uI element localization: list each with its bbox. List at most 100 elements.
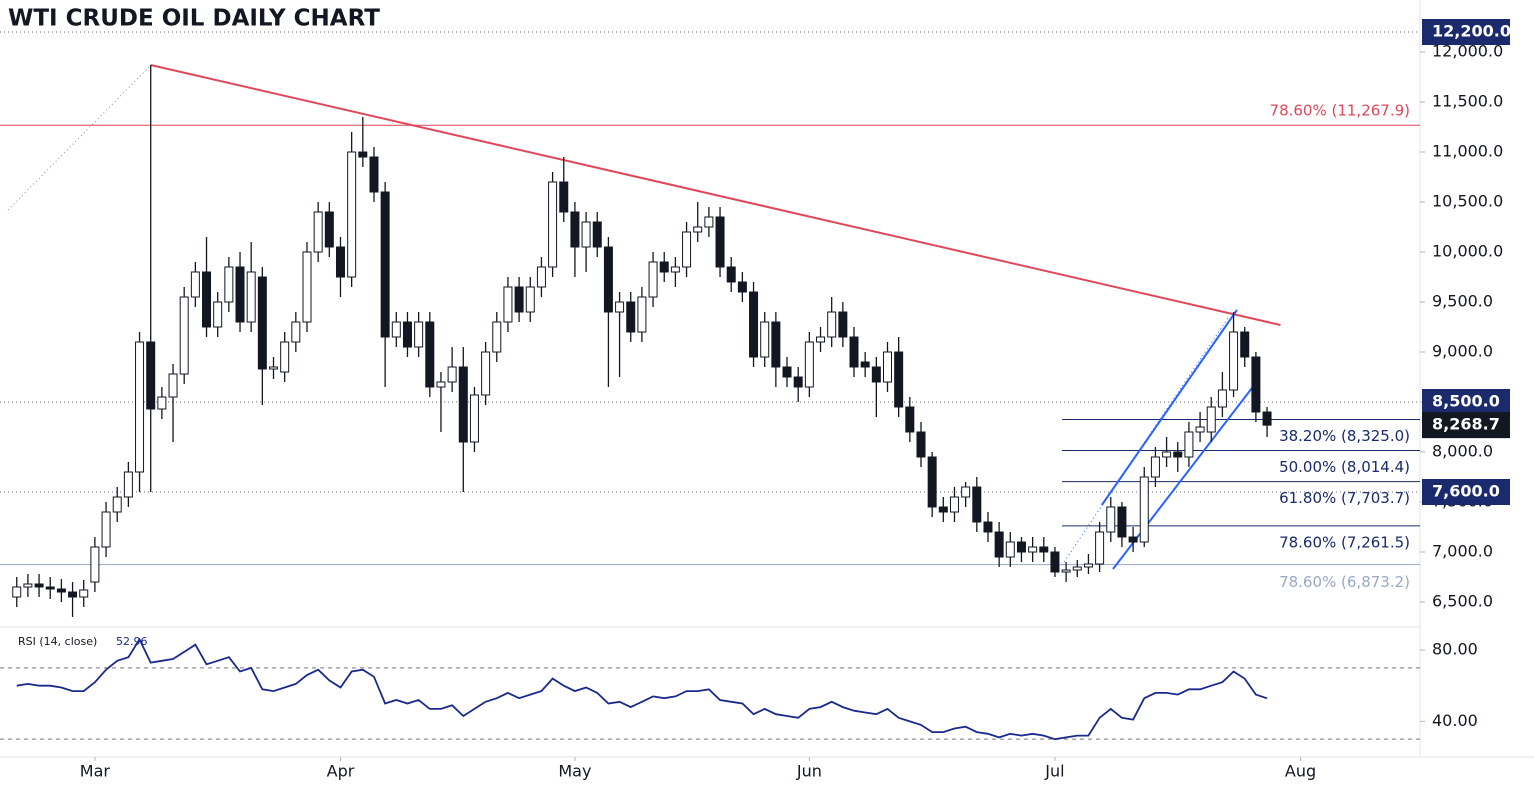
y-tick-label: 11,000.0 — [1432, 142, 1503, 161]
candle-body — [1128, 536, 1138, 543]
candle-body — [458, 366, 468, 443]
y-tick-label: 11,500.0 — [1432, 92, 1503, 111]
candle-body — [436, 381, 446, 388]
candle-body — [358, 151, 368, 158]
candle-body — [659, 261, 669, 273]
x-tick-label: Apr — [327, 762, 355, 781]
candle-body — [1229, 331, 1239, 391]
candle-body — [1095, 531, 1105, 565]
candle-body — [949, 496, 959, 513]
candle-body — [157, 396, 167, 410]
price-tag-label: 7,600.0 — [1432, 482, 1500, 501]
y-tick-label: 9,500.0 — [1432, 292, 1493, 311]
candle-body — [469, 394, 479, 443]
candle-body — [1217, 389, 1227, 408]
candle-body — [1150, 456, 1160, 478]
rsi-line — [16, 637, 1268, 741]
y-tick-label: 10,500.0 — [1432, 192, 1503, 211]
candle-body — [570, 211, 580, 248]
candle-body — [1050, 551, 1060, 573]
fib-label: 50.00% (8,014.4) — [1279, 458, 1410, 476]
candle-body — [615, 301, 625, 313]
y-tick-label: 9,000.0 — [1432, 342, 1493, 361]
candle-body — [12, 586, 22, 598]
candle-body — [548, 181, 558, 268]
candle-body — [190, 271, 200, 298]
candle-body — [481, 351, 491, 396]
price-tag — [1422, 412, 1510, 439]
candle-body — [79, 589, 89, 598]
candle-body — [179, 296, 189, 375]
rsi-tick-label: 40.00 — [1432, 711, 1478, 730]
candle-body — [1251, 356, 1261, 413]
candle-body — [425, 321, 435, 388]
candle-body — [280, 341, 290, 373]
candle-body — [324, 211, 334, 248]
candle-body — [871, 366, 881, 383]
candle-body — [793, 376, 803, 388]
candle-body — [34, 583, 44, 588]
candle-body — [45, 586, 55, 590]
candle-body — [112, 496, 122, 513]
candle-body — [1195, 426, 1205, 433]
candle-body — [447, 366, 457, 383]
candle-body — [581, 221, 591, 248]
chart-title: WTI CRUDE OIL DAILY CHART — [8, 6, 380, 32]
y-tick-label: 7,000.0 — [1432, 542, 1493, 561]
candle-body — [347, 151, 357, 278]
candle-body — [369, 156, 379, 193]
candle-body — [648, 261, 658, 298]
candle-body — [894, 351, 904, 408]
candle-body — [782, 366, 792, 378]
candle-body — [916, 431, 926, 458]
candle-body — [1016, 541, 1026, 553]
candle-body — [771, 321, 781, 368]
candle-body — [749, 291, 759, 358]
candle-body — [1162, 451, 1172, 458]
candle-body — [1173, 451, 1183, 458]
candle-body — [1072, 566, 1082, 571]
candle-body — [860, 361, 870, 368]
candle-body — [592, 221, 602, 248]
candle-body — [626, 301, 636, 333]
candle-body — [492, 321, 502, 353]
candle-body — [726, 266, 736, 283]
candle-body — [693, 226, 703, 233]
fib-label: 38.20% (8,325.0) — [1279, 427, 1410, 445]
candle-body — [883, 351, 892, 383]
rsi-value: 52.96 — [116, 635, 148, 648]
candle-body — [23, 583, 33, 588]
candle-body — [559, 181, 569, 213]
candle-body — [637, 296, 647, 333]
candle-body — [1028, 546, 1038, 553]
rsi-tick-label: 80.00 — [1432, 640, 1478, 659]
y-tick-label: 6,500.0 — [1432, 592, 1493, 611]
candle-body — [536, 266, 546, 288]
price-tag-label: 8,268.7 — [1432, 415, 1500, 434]
candle-body — [90, 546, 100, 583]
candle-body — [603, 246, 613, 313]
candle-body — [402, 321, 412, 348]
candle-body — [670, 266, 680, 273]
candle-body — [1061, 569, 1071, 573]
candle-body — [715, 216, 725, 268]
candle-body — [503, 286, 513, 323]
candle-body — [704, 216, 714, 228]
candle-body — [938, 506, 948, 513]
candle-body — [905, 406, 915, 433]
candle-body — [224, 266, 234, 303]
candle-body — [525, 286, 535, 313]
candle-body — [391, 321, 401, 338]
x-tick-label: May — [558, 762, 591, 781]
candle-body — [838, 311, 848, 338]
trendline — [150, 64, 1281, 326]
candle-body — [927, 456, 937, 508]
candle-body — [514, 286, 524, 313]
candle-body — [1206, 406, 1216, 433]
candle-body — [760, 321, 770, 358]
price-tag — [1422, 389, 1510, 415]
candle-body — [804, 341, 814, 388]
candle-body — [994, 531, 1004, 558]
candle-body — [961, 486, 971, 498]
